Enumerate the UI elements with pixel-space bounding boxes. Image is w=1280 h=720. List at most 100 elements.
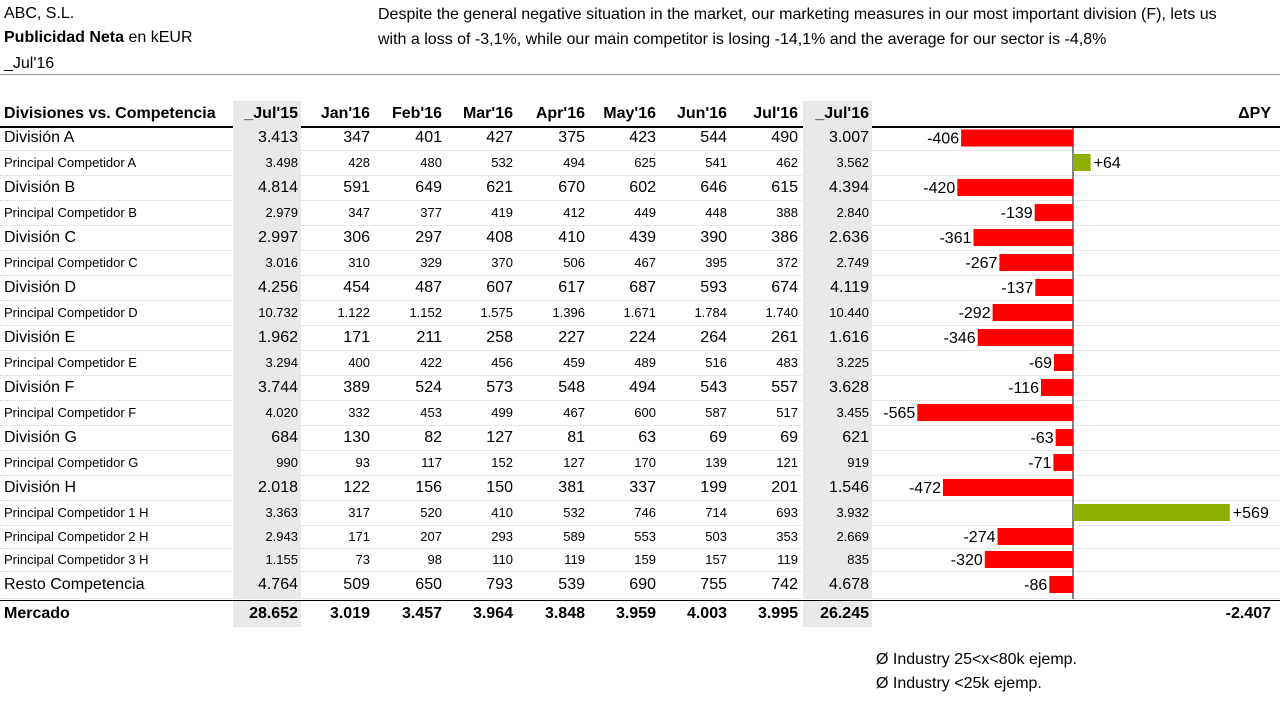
table-cell: 494 [629,378,656,396]
table-cell: 4.020 [233,400,301,425]
row-label: División D [4,278,77,296]
table-cell: 793 [486,575,513,593]
table-cell: 408 [486,228,513,246]
table-cell: 467 [634,255,656,270]
row-label: Principal Competidor A [4,155,137,170]
table-row: Principal Competidor 2 H 2.943 171 207 293 58… [0,525,1280,549]
table-cell: 517 [776,405,798,420]
table-cell: 310 [348,255,370,270]
table-cell: 600 [634,405,656,420]
total-cell: 26.245 [803,601,872,627]
table-cell: 532 [491,155,513,170]
row-label: División C [4,228,77,246]
table-cell: 171 [348,529,370,544]
column-header: Jun'16 [676,104,727,122]
table-cell: 73 [355,552,370,567]
table-cell: 211 [416,328,442,346]
table-row: División B 4.814 591 649 621 670 602 646 615 4.39… [0,175,1280,201]
table-cell: 117 [421,455,442,470]
total-cell: 4.003 [686,605,727,622]
table-cell: 746 [634,505,656,520]
table-cell: 93 [355,455,370,470]
table-cell: 201 [771,478,798,496]
table-cell: 423 [629,129,656,146]
table-cell: 375 [558,129,585,146]
table-row: Principal Competidor F 4.020 332 453 499 467 6… [0,400,1280,426]
row-label: Principal Competidor G [4,455,139,470]
table-row: División D 4.256 454 487 607 617 687 593 674 4.11… [0,275,1280,301]
table-cell: 621 [486,178,513,196]
table-cell: 110 [492,552,513,567]
table-cell: 516 [705,355,727,370]
measure-title: Publicidad Neta en kEUR [4,26,193,50]
table-row: Resto Competencia 4.764 509 650 793 539 690 755… [0,571,1280,599]
table-row: Principal Competidor A 3.498 428 480 532 494 6… [0,150,1280,176]
table-cell: 2.840 [803,200,872,225]
table-cell: 4.678 [803,571,872,598]
table-cell: 650 [415,575,442,593]
table-cell: 119 [777,552,798,567]
table-cell: 390 [700,228,727,246]
table-cell: 467 [563,405,585,420]
table-cell: 591 [343,178,370,196]
table-title: Divisiones vs. Competencia [4,104,216,122]
table-cell: 1.671 [623,305,656,320]
table-cell: 1.962 [233,325,301,350]
table-cell: 2.636 [803,225,872,250]
table-cell: 410 [558,228,585,246]
table-cell: 2.749 [803,250,872,275]
row-label: División E [4,328,76,346]
table-cell: 370 [491,255,513,270]
table-cell: 1.152 [409,305,442,320]
table-cell: 377 [420,205,442,220]
column-header: Jan'16 [320,104,370,122]
table-cell: 615 [771,178,798,196]
table-cell: 428 [348,155,370,170]
table-row: División C 2.997 306 297 408 410 439 390 386 2.63… [0,225,1280,251]
table-cell: 82 [424,428,442,446]
table-row: División A 3.413 347 401 427 375 423 544 490 3.00… [0,126,1280,151]
table-cell: 199 [700,478,727,496]
table-cell: 81 [567,428,585,446]
table-cell: 317 [348,505,370,520]
table-cell: 1.740 [765,305,798,320]
table-row: Principal Competidor G 990 93 117 152 127 170 1… [0,450,1280,476]
table-cell: 439 [629,228,656,246]
table-row: Principal Competidor 3 H 1.155 73 98 110 119 1… [0,548,1280,572]
table-cell: 156 [415,478,442,496]
company-name: ABC, S.L. [4,5,75,22]
table-cell: 4.256 [233,275,301,300]
table-cell: 990 [233,450,301,475]
table-cell: 587 [705,405,727,420]
table-cell: 690 [629,575,656,593]
table-row: Principal Competidor C 3.016 310 329 370 506 4… [0,250,1280,276]
table-cell: 684 [233,425,301,450]
table-header-row: Divisiones vs. Competencia _Jul'15 Jan'16 F… [0,101,1280,128]
table-cell: 483 [776,355,798,370]
table-cell: 625 [634,155,656,170]
table-cell: 2.018 [233,475,301,500]
row-label: Resto Competencia [4,575,145,593]
table-cell: 2.979 [233,200,301,225]
measure-bold: Publicidad Neta [4,29,125,46]
row-label: Principal Competidor C [4,255,138,270]
table-cell: 264 [700,328,727,346]
row-label: División A [4,129,75,146]
row-label: División B [4,178,76,196]
table-cell: 456 [491,355,513,370]
table-cell: 347 [343,129,370,146]
row-label: Principal Competidor B [4,205,137,220]
table-cell: 649 [415,178,442,196]
table-cell: 506 [563,255,585,270]
total-cell: 3.964 [472,605,513,622]
table-cell: 532 [563,505,585,520]
table-cell: 548 [558,378,585,396]
table-cell: 543 [700,378,727,396]
table-cell: 621 [803,425,872,450]
table-cell: 98 [427,552,442,567]
table-cell: 3.294 [233,350,301,375]
table-cell: 448 [705,205,727,220]
table-cell: 589 [563,529,585,544]
table-cell: 607 [486,278,513,296]
table-cell: 297 [415,228,442,246]
